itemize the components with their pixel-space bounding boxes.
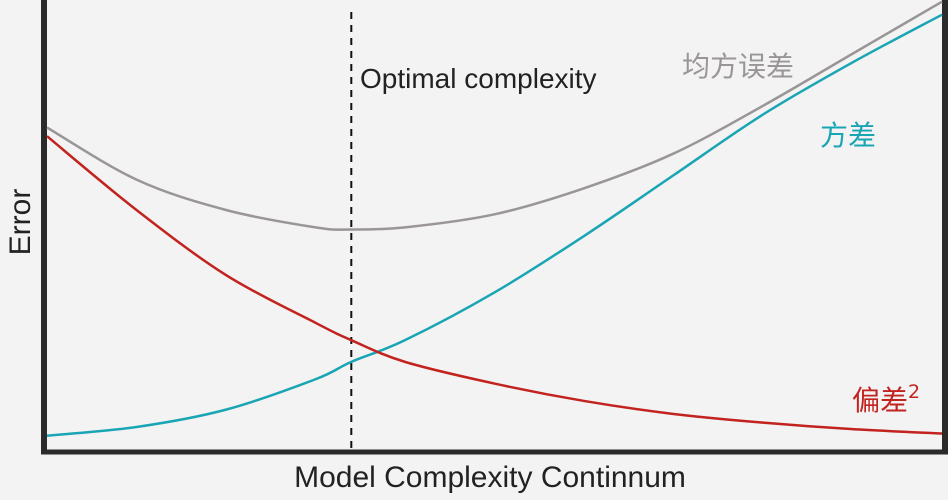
y-axis-label: Error [4, 189, 37, 256]
series-label-variance: 方差 [820, 119, 876, 152]
optimal-complexity-label: Optimal complexity [360, 63, 597, 94]
curves-group [46, 0, 943, 437]
series-line-mse [46, 0, 943, 231]
series-label-bias: 偏差2 [852, 381, 920, 417]
bias-label-superscript: 2 [908, 381, 920, 403]
series-line-variance [46, 13, 943, 437]
series-line-bias [46, 135, 943, 435]
series-label-mse: 均方误差 [682, 50, 794, 83]
bias-label-text: 偏差 [852, 384, 908, 417]
x-axis-label: Model Complexity Continnum [294, 461, 686, 494]
